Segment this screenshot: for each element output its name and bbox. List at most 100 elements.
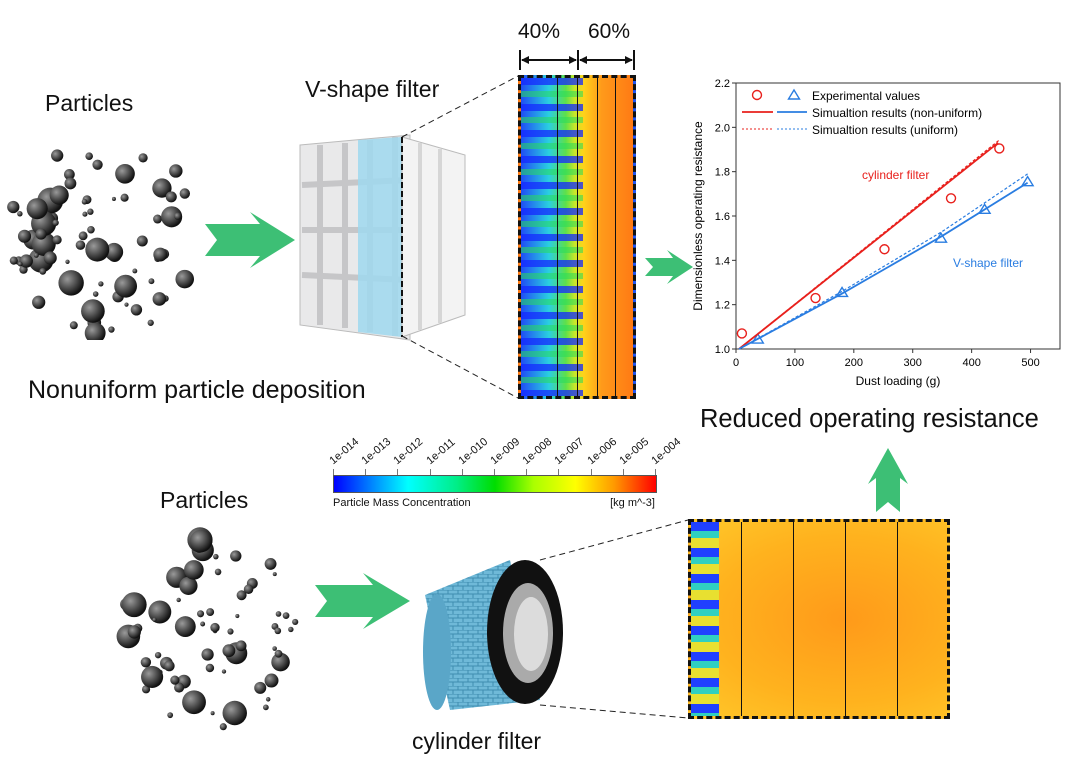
y-tick-label: 1.4 xyxy=(715,255,730,267)
particle xyxy=(127,625,141,639)
y-tick-label: 1.8 xyxy=(715,167,730,179)
particle xyxy=(174,212,182,220)
colorbar: 1e-014 1e-013 1e-012 1e-011 1e-010 1e-009 1e-0… xyxy=(327,425,683,515)
y-tick-label: 1.6 xyxy=(715,211,730,223)
y-axis-label: Dimensionless operating resistance xyxy=(691,121,705,311)
particle xyxy=(292,618,299,626)
particle xyxy=(140,657,152,668)
x-tick-label: 0 xyxy=(733,357,739,369)
colorbar-tick xyxy=(461,469,463,475)
data-point-triangle xyxy=(751,332,765,344)
arrow-right-icon xyxy=(205,212,295,268)
particle xyxy=(92,291,99,297)
particle xyxy=(179,576,198,595)
colorbar-tick-label: 1e-012 xyxy=(391,435,426,467)
colorbar-tick-label: 1e-010 xyxy=(456,435,491,467)
particle xyxy=(104,242,124,262)
nonuniform-caption: Nonuniform particle deposition xyxy=(28,376,366,404)
legend-entry: Experimental values xyxy=(812,89,920,103)
particle xyxy=(274,627,282,635)
legend-entry: Simualtion results (uniform) xyxy=(812,123,958,137)
particle xyxy=(136,235,148,247)
colorbar-tick-label: 1e-006 xyxy=(584,435,619,467)
arrow-right-icon xyxy=(315,573,410,629)
particle xyxy=(175,269,195,289)
data-point-circle xyxy=(994,143,1005,154)
annotation-v-shape: V-shape filter xyxy=(953,256,1023,270)
particle xyxy=(176,597,181,603)
particle xyxy=(210,622,220,633)
particle xyxy=(120,193,129,202)
particle xyxy=(87,208,94,215)
particle xyxy=(17,261,23,267)
colorbar-tick xyxy=(397,469,399,475)
particle xyxy=(141,665,164,688)
series-line xyxy=(738,181,1029,350)
particle xyxy=(147,319,154,326)
particle xyxy=(153,247,168,262)
particle xyxy=(81,299,105,323)
heatmap-cylinder xyxy=(688,519,950,719)
particle xyxy=(288,626,294,633)
cylinder-filter-image xyxy=(423,560,563,710)
colorbar-tick-label: 1e-014 xyxy=(327,435,362,467)
x-tick-label: 400 xyxy=(962,357,980,369)
particle xyxy=(63,169,75,180)
particle xyxy=(165,191,177,203)
colorbar-unit: [kg m^-3] xyxy=(610,497,655,509)
particle xyxy=(219,723,227,731)
particle xyxy=(108,326,115,333)
particle xyxy=(153,214,163,224)
y-tick-label: 2.2 xyxy=(715,78,730,90)
particle xyxy=(184,560,204,580)
colorbar-tick-label: 1e-007 xyxy=(552,435,587,467)
particle xyxy=(81,198,88,205)
particle xyxy=(141,685,151,694)
particle xyxy=(152,617,157,622)
particle xyxy=(114,274,138,298)
particle xyxy=(82,211,88,217)
particle xyxy=(263,704,269,711)
particle xyxy=(169,164,183,178)
colorbar-tick-label: 1e-004 xyxy=(649,435,684,467)
particle-cluster-top xyxy=(7,149,195,340)
particle xyxy=(92,159,103,170)
colorbar-tick xyxy=(590,469,592,475)
colorbar-tick xyxy=(494,469,495,475)
particle xyxy=(85,152,93,160)
particle xyxy=(17,211,23,217)
particle xyxy=(85,237,110,262)
data-point-circle xyxy=(879,244,890,255)
particle xyxy=(230,550,242,562)
particles-label-bottom: Particles xyxy=(160,487,249,513)
particle xyxy=(179,188,191,199)
particle xyxy=(227,628,234,635)
colorbar-tick xyxy=(429,469,431,475)
colorbar-tick xyxy=(558,469,560,475)
particle xyxy=(163,660,175,672)
particle xyxy=(49,185,69,205)
colorbar-tick xyxy=(622,469,624,475)
particle xyxy=(189,529,213,553)
particle xyxy=(148,278,155,285)
particle xyxy=(111,196,116,201)
x-tick-label: 500 xyxy=(1021,357,1039,369)
particle xyxy=(214,568,222,576)
particle xyxy=(222,700,247,726)
particle xyxy=(222,644,236,658)
particle xyxy=(274,649,283,658)
heatmap-v-shape xyxy=(518,75,636,399)
particle xyxy=(87,225,95,234)
colorbar-title: Particle Mass Concentration xyxy=(333,497,471,509)
particle xyxy=(115,163,135,184)
particle-cluster-bottom xyxy=(116,527,299,731)
colorbar-tick xyxy=(333,469,334,475)
particle xyxy=(243,584,254,595)
series-line xyxy=(738,173,1028,350)
particle xyxy=(69,321,78,330)
particle xyxy=(254,681,267,694)
result-caption: Reduced operating resistance xyxy=(700,405,1039,433)
resistance-chart: 0 100 200 300 400 500 1.0 1.2 1.4 1.6 1.8 2.0 2.2 Dus… xyxy=(691,78,1061,388)
particle xyxy=(65,259,70,264)
